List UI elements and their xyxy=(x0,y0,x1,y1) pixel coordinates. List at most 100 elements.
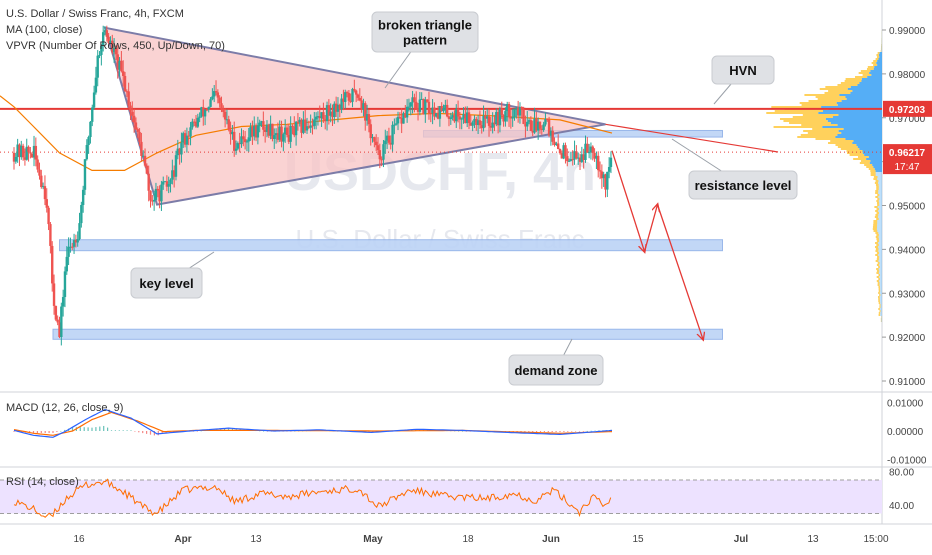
candle-body xyxy=(313,119,315,125)
candle-body xyxy=(133,116,135,123)
candle-body xyxy=(44,186,46,199)
candle-body xyxy=(282,134,284,141)
vpvr-down-bar xyxy=(875,210,878,212)
symbol-title[interactable]: U.S. Dollar / Swiss Franc, 4h, FXCM xyxy=(6,8,184,20)
candle-body xyxy=(393,125,395,126)
candle-body xyxy=(98,55,100,56)
vpvr-down-bar xyxy=(874,176,878,178)
triangle-callout-label: broken triangle xyxy=(378,18,472,33)
macd-histogram-bar xyxy=(119,430,120,431)
vpvr-down-bar xyxy=(877,276,879,278)
vpvr-up-bar xyxy=(878,206,882,208)
ma-indicator-label[interactable]: MA (100, close) xyxy=(6,24,82,36)
vpvr-up-bar xyxy=(831,122,882,124)
vpvr-up-bar xyxy=(861,80,882,82)
candle-body xyxy=(599,170,601,171)
macd-axis-label: 0.01000 xyxy=(887,398,924,409)
candle-body xyxy=(82,190,84,205)
candle-body xyxy=(415,102,417,109)
vpvr-down-bar xyxy=(825,92,851,94)
candle-body xyxy=(344,92,346,102)
macd-histogram-bar xyxy=(571,431,572,432)
vpvr-up-bar xyxy=(879,188,882,190)
vpvr-up-bar xyxy=(858,84,882,86)
time-axis-label: 16 xyxy=(73,534,85,545)
candle-body xyxy=(169,180,171,184)
candle-body xyxy=(60,307,62,337)
vpvr-down-bar xyxy=(878,292,880,294)
candle-body xyxy=(399,117,401,118)
candle-body xyxy=(27,147,29,152)
vpvr-down-bar xyxy=(877,280,879,282)
vpvr-up-bar xyxy=(881,48,882,50)
vpvr-down-bar xyxy=(876,268,879,270)
vpvr-down-bar xyxy=(877,56,879,58)
rsi-axis-label: 40.00 xyxy=(889,501,914,512)
vpvr-down-bar xyxy=(816,96,846,98)
candle-body xyxy=(122,71,124,76)
vpvr-up-bar xyxy=(880,266,882,268)
vpvr-up-bar xyxy=(866,158,882,160)
vpvr-down-bar xyxy=(878,278,880,280)
macd-indicator-label[interactable]: MACD (12, 26, close, 9) xyxy=(6,402,123,414)
price-axis-label: 0.95000 xyxy=(889,202,926,213)
candle-body xyxy=(189,127,191,136)
candle-body xyxy=(379,150,381,159)
candle-body xyxy=(471,122,473,125)
vpvr-down-bar xyxy=(877,264,879,266)
macd-histogram-bar xyxy=(91,428,92,431)
vpvr-up-bar xyxy=(879,252,882,254)
candle-body xyxy=(80,205,82,223)
vpvr-up-bar xyxy=(878,196,882,198)
vpvr-down-bar xyxy=(876,180,879,182)
candle-body xyxy=(55,306,57,320)
vpvr-down-bar xyxy=(873,60,877,62)
macd-histogram-bar xyxy=(142,431,143,433)
vpvr-up-bar xyxy=(880,302,882,304)
vpvr-down-bar xyxy=(841,148,860,150)
vpvr-down-bar xyxy=(873,226,877,228)
candle-body xyxy=(144,156,146,166)
vpvr-up-bar xyxy=(881,310,882,312)
candle-body xyxy=(419,100,421,112)
vpvr-up-bar xyxy=(880,286,882,288)
hvn-price-text: 0.97203 xyxy=(889,105,926,116)
vpvr-up-bar xyxy=(879,212,882,214)
vpvr-down-bar xyxy=(873,222,877,224)
price-axis-label: 0.93000 xyxy=(889,289,926,300)
vpvr-down-bar xyxy=(845,80,862,82)
vpvr-down-bar xyxy=(838,146,858,148)
vpvr-up-bar xyxy=(880,308,882,310)
vpvr-up-bar xyxy=(842,100,882,102)
vpvr-down-bar xyxy=(774,126,823,128)
candle-body xyxy=(375,142,377,145)
rsi-indicator-label[interactable]: RSI (14, close) xyxy=(6,476,79,488)
vpvr-down-bar xyxy=(876,260,879,262)
vpvr-down-bar xyxy=(859,72,870,74)
vpvr-down-bar xyxy=(877,204,879,206)
vpvr-up-bar xyxy=(876,170,882,172)
vpvr-down-bar xyxy=(800,102,837,104)
vpvr-down-bar xyxy=(861,70,871,72)
vpvr-up-bar xyxy=(876,174,882,176)
vpvr-down-bar xyxy=(876,236,879,238)
candle-body xyxy=(384,141,386,145)
candle-body xyxy=(91,107,93,121)
vpvr-down-bar xyxy=(858,156,869,158)
vpvr-down-bar xyxy=(780,118,826,120)
vpvr-down-bar xyxy=(877,208,879,210)
vpvr-indicator-label[interactable]: VPVR (Number Of Rows, 450, Up/Down, 70) xyxy=(6,40,225,52)
triangle-callout-label: pattern xyxy=(403,33,447,48)
candle-body xyxy=(29,152,31,153)
vpvr-down-bar xyxy=(878,284,880,286)
vpvr-up-bar xyxy=(877,224,882,226)
vpvr-up-bar xyxy=(874,66,882,68)
candle-body xyxy=(77,239,79,242)
candle-body xyxy=(410,103,412,107)
candle-body xyxy=(49,224,51,246)
vpvr-down-bar xyxy=(873,64,877,66)
vpvr-up-bar xyxy=(828,120,882,122)
candle-body xyxy=(406,107,408,118)
candle-body xyxy=(408,107,410,108)
